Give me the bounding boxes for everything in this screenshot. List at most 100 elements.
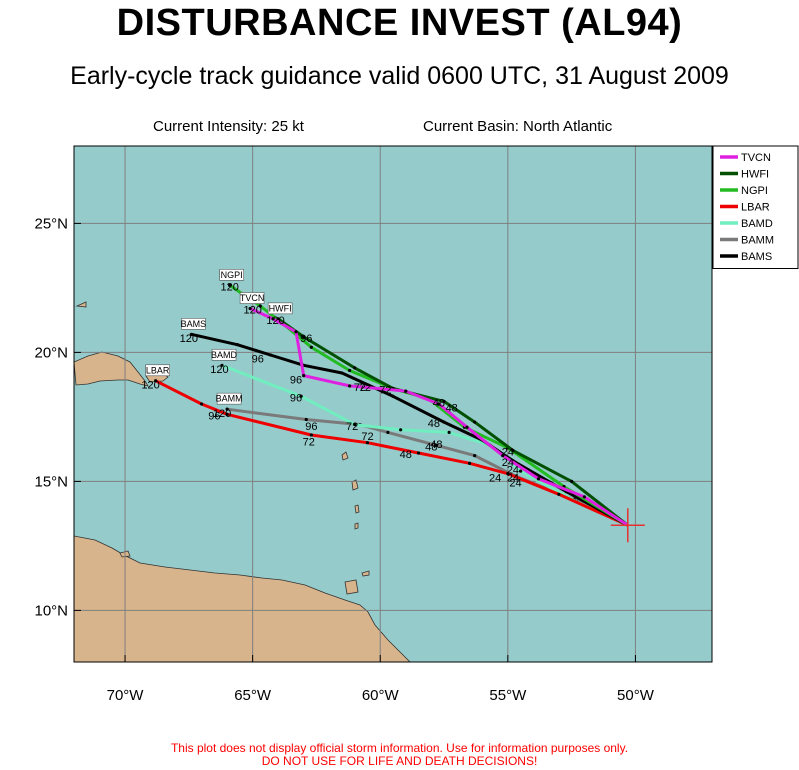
land-lesser-antilles xyxy=(341,451,349,461)
axis-ticks: 70°W 65°W 60°W 55°W 50°W 10°N 15°N 20°N 25°N xyxy=(34,215,654,704)
land-trinidad xyxy=(344,579,359,595)
current-basin: Current Basin: North Atlantic xyxy=(423,118,613,135)
legend-label: BAMM xyxy=(741,235,774,247)
tag-text: LBAR xyxy=(146,365,170,375)
track-point xyxy=(447,430,451,434)
hour-label-bams: 24 xyxy=(502,457,514,469)
track-point xyxy=(437,402,441,406)
current-intensity: Current Intensity: 25 kt xyxy=(153,118,304,135)
hour-label-bamd: 24 xyxy=(509,478,521,490)
track-point xyxy=(154,379,158,383)
track-point xyxy=(442,399,446,404)
land-hispaniola xyxy=(74,351,149,387)
land-masses xyxy=(74,301,411,662)
legend: TVCN HWFI NGPI LBAR BAMD BAMM BAMS xyxy=(712,145,799,269)
track-point xyxy=(225,412,229,416)
track-point xyxy=(294,330,298,334)
legend-label: HWFI xyxy=(741,169,769,181)
track-point xyxy=(309,345,313,349)
track-point xyxy=(220,363,224,367)
track-point xyxy=(200,402,204,406)
track-point xyxy=(348,368,352,373)
track-point xyxy=(340,371,344,375)
tag-text: BAMD xyxy=(211,350,238,360)
track-point xyxy=(348,384,352,388)
tag-box xyxy=(239,292,265,304)
model-name-tags: TVCN HWFI NGPI LBAR BAMD BAMM BAMS xyxy=(145,269,293,405)
tag-box xyxy=(181,318,206,330)
land-lesser-antilles xyxy=(351,479,359,491)
track-point xyxy=(386,430,390,434)
track-point xyxy=(467,461,472,465)
hour-label-bamm: 96 xyxy=(305,421,317,433)
tag-box xyxy=(211,348,237,361)
track-point xyxy=(268,353,273,357)
hour-label-hwfi: 96 xyxy=(300,333,312,345)
track-point xyxy=(225,407,229,411)
current-position-marker xyxy=(610,508,645,543)
tag-box xyxy=(219,269,244,281)
track-tvcn xyxy=(249,307,629,527)
graticule xyxy=(74,146,712,662)
hour-label-tvcn: 96 xyxy=(290,374,302,386)
hour-label-lbar: 72 xyxy=(303,436,315,448)
hour-label-hwfi: 48 xyxy=(433,398,445,410)
track-point xyxy=(557,492,561,496)
hour-label-lbar: 48 xyxy=(400,449,412,461)
tag-bamm: BAMM xyxy=(216,392,243,405)
track-point xyxy=(473,454,477,458)
x-tick-label: 70°W xyxy=(107,687,145,704)
track-point xyxy=(416,451,421,455)
hour-label-tvcn: 48 xyxy=(446,403,458,415)
track-point xyxy=(473,420,477,424)
hour-label-bams: 72 xyxy=(359,382,371,394)
track-point xyxy=(235,343,239,347)
y-tick-label: 25°N xyxy=(34,215,68,232)
track-point xyxy=(353,423,357,427)
track-point xyxy=(271,317,275,321)
hour-label-ngpi: 120 xyxy=(220,281,238,293)
track-point xyxy=(442,420,446,424)
tag-text: TVCN xyxy=(240,293,265,303)
forecast-hour-labels: 2448729612024487296120120244872961202448… xyxy=(141,281,521,489)
tag-text: HWFI xyxy=(269,303,292,313)
hour-label-bamd: 72 xyxy=(361,431,373,443)
tag-ngpi: NGPI xyxy=(219,269,244,281)
track-point xyxy=(501,454,505,458)
hour-label-bamd: 48 xyxy=(430,439,442,451)
tag-text: NGPI xyxy=(221,270,243,280)
track-point xyxy=(248,306,252,311)
hour-label-tvcn: 120 xyxy=(243,305,261,317)
track-point xyxy=(511,448,515,453)
hour-label-lbar: 24 xyxy=(489,472,501,484)
tag-text: BAMM xyxy=(216,394,243,404)
track-point xyxy=(536,477,541,481)
track-point xyxy=(519,469,523,473)
land-lesser-antilles xyxy=(354,504,360,514)
tag-bams: BAMS xyxy=(181,318,206,330)
map-frame xyxy=(73,145,713,663)
disclaimer-line-2: DO NOT USE FOR LIFE AND DEATH DECISIONS! xyxy=(261,754,538,768)
track-point xyxy=(434,443,438,447)
track-point xyxy=(582,495,587,499)
page-title: DISTURBANCE INVEST (AL94) xyxy=(116,2,683,44)
track-point xyxy=(299,394,303,398)
track-point xyxy=(302,335,306,339)
hour-label-bams: 120 xyxy=(180,333,198,345)
x-tick-label: 65°W xyxy=(234,687,272,704)
y-tick-label: 10°N xyxy=(34,602,68,619)
legend-label: LBAR xyxy=(741,202,770,214)
legend-label: BAMD xyxy=(741,218,773,230)
hour-label-hwfi: 72 xyxy=(379,385,391,397)
track-point xyxy=(404,389,408,393)
y-tick-label: 15°N xyxy=(34,473,68,490)
track-point xyxy=(228,283,232,287)
track-point xyxy=(304,417,308,422)
track-point xyxy=(391,394,395,398)
hour-label-bamd: 96 xyxy=(290,392,302,404)
hour-label-bamd: 120 xyxy=(210,364,228,376)
land-lesser-antilles xyxy=(354,522,359,530)
land-islet xyxy=(75,301,87,308)
track-point xyxy=(258,304,262,308)
